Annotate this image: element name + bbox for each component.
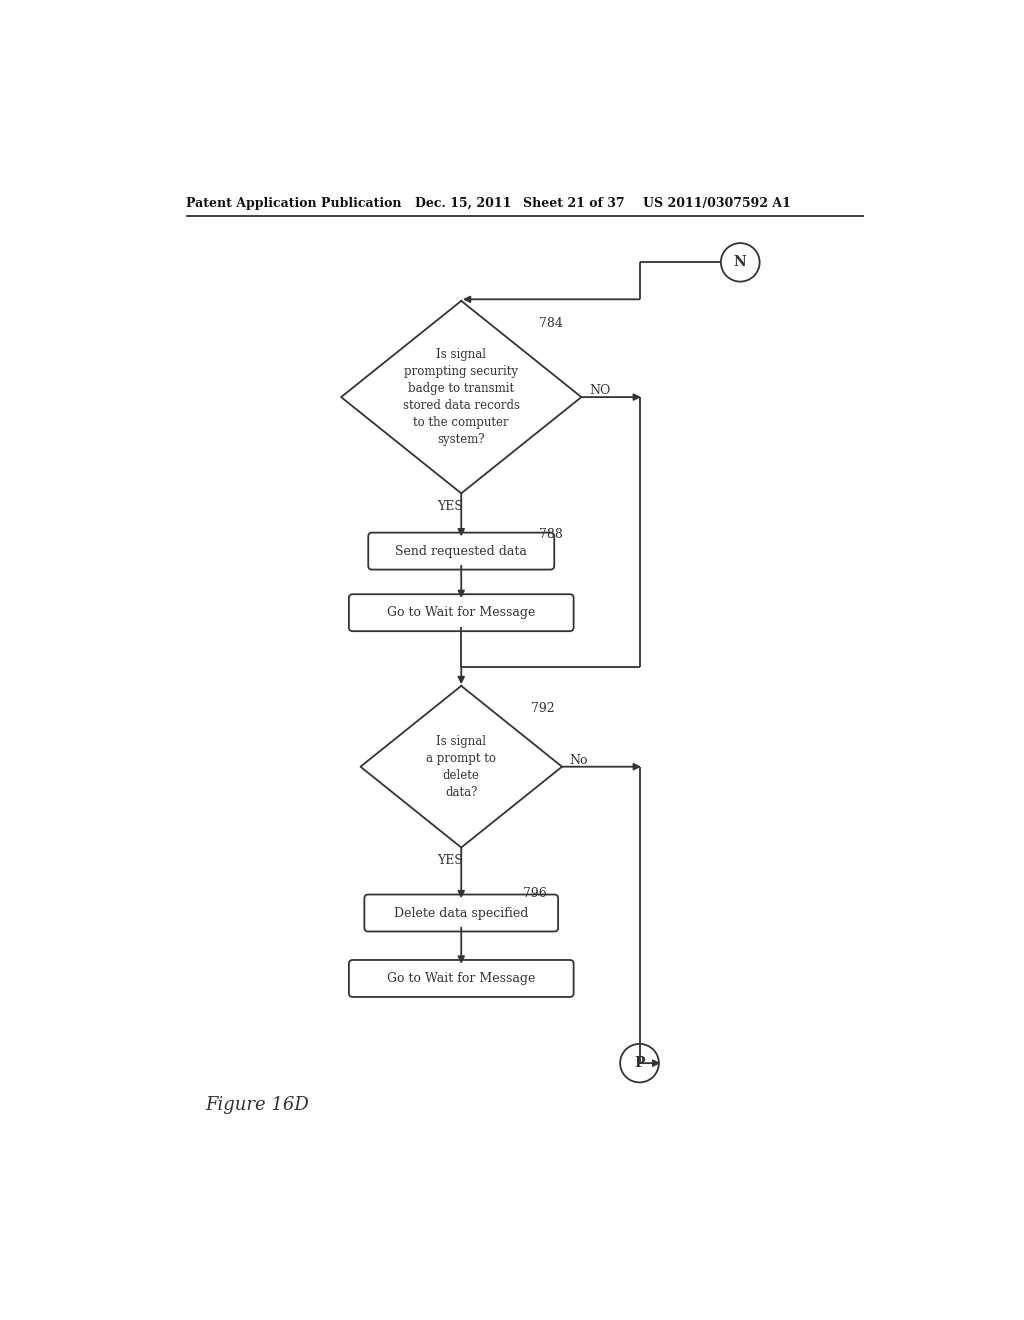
Text: N: N — [734, 255, 746, 269]
Text: NO: NO — [589, 384, 610, 397]
Text: Delete data specified: Delete data specified — [394, 907, 528, 920]
Text: YES: YES — [436, 854, 463, 867]
Text: Send requested data: Send requested data — [395, 545, 527, 557]
Text: No: No — [569, 754, 588, 767]
Text: Dec. 15, 2011: Dec. 15, 2011 — [415, 197, 511, 210]
Text: Go to Wait for Message: Go to Wait for Message — [387, 972, 536, 985]
FancyBboxPatch shape — [369, 533, 554, 570]
Text: US 2011/0307592 A1: US 2011/0307592 A1 — [643, 197, 792, 210]
Text: Patent Application Publication: Patent Application Publication — [186, 197, 401, 210]
Text: 784: 784 — [539, 317, 562, 330]
Text: Is signal
a prompt to
delete
data?: Is signal a prompt to delete data? — [426, 735, 497, 799]
Text: Figure 16D: Figure 16D — [206, 1097, 309, 1114]
Text: 792: 792 — [531, 702, 555, 715]
Text: Sheet 21 of 37: Sheet 21 of 37 — [523, 197, 625, 210]
FancyBboxPatch shape — [349, 594, 573, 631]
Text: Go to Wait for Message: Go to Wait for Message — [387, 606, 536, 619]
Text: P: P — [634, 1056, 645, 1071]
FancyBboxPatch shape — [349, 960, 573, 997]
Text: 788: 788 — [539, 528, 562, 541]
Text: 796: 796 — [523, 887, 547, 900]
Text: YES: YES — [436, 499, 463, 512]
FancyBboxPatch shape — [365, 895, 558, 932]
Text: Is signal
prompting security
badge to transmit
stored data records
to the comput: Is signal prompting security badge to tr… — [402, 348, 520, 446]
